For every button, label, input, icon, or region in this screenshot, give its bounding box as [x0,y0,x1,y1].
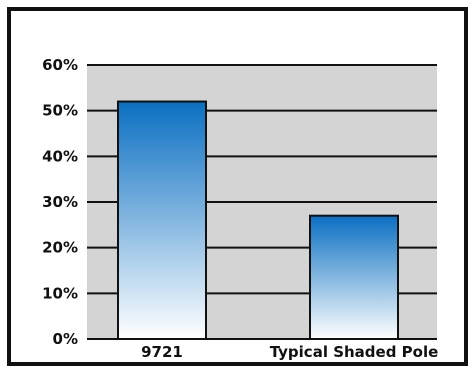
y-tick-label: 40% [42,147,78,165]
y-axis-ticks: 0% 10% 20% 30% 40% 50% 60% [42,56,78,348]
y-tick-label: 10% [42,284,78,302]
y-tick-label: 30% [42,193,78,211]
bars [117,100,399,340]
y-tick-label: 60% [42,56,78,74]
bar-2 [309,214,399,340]
x-tick-label: Typical Shaded Pole [270,343,439,361]
x-axis-ticks: 9721 Typical Shaded Pole [141,343,438,361]
bar-1 [117,100,207,340]
y-tick-label: 50% [42,102,78,120]
y-tick-label: 20% [42,239,78,257]
x-tick-label: 9721 [141,343,183,361]
y-tick-label: 0% [53,330,78,348]
